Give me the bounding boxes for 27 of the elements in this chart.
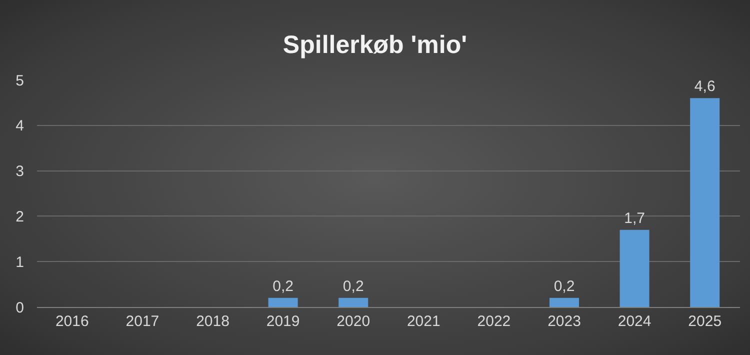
y-tick-label: 0 — [16, 299, 24, 316]
data-label: 4,6 — [694, 78, 716, 96]
data-label: 0,2 — [554, 278, 575, 295]
chart-title: Spillerkøb 'mio' — [282, 31, 468, 59]
x-tick-label: 2019 — [266, 313, 300, 330]
y-tick-label: 5 — [16, 72, 24, 90]
x-tick-label: 2024 — [618, 313, 652, 330]
x-tick-label: 2021 — [406, 313, 440, 330]
y-tick-label: 3 — [16, 163, 24, 180]
x-tick-label: 2023 — [548, 313, 581, 330]
bar — [620, 230, 650, 307]
bar — [338, 298, 368, 307]
x-tick-label: 2017 — [126, 313, 160, 330]
x-tick-label: 2022 — [477, 313, 511, 330]
data-label: 0,2 — [272, 278, 294, 295]
y-tick-label: 4 — [16, 118, 24, 135]
y-tick-label: 2 — [16, 208, 24, 226]
data-label: 0,2 — [342, 278, 364, 295]
x-tick-label: 2025 — [688, 313, 722, 330]
data-label: 1,7 — [624, 210, 645, 227]
bar — [549, 298, 580, 307]
x-tick-label: 2016 — [55, 313, 89, 330]
bar — [268, 298, 298, 307]
bar — [690, 98, 720, 307]
y-tick-label: 1 — [16, 254, 24, 271]
x-tick-label: 2018 — [196, 313, 230, 330]
x-tick-label: 2020 — [336, 313, 370, 330]
